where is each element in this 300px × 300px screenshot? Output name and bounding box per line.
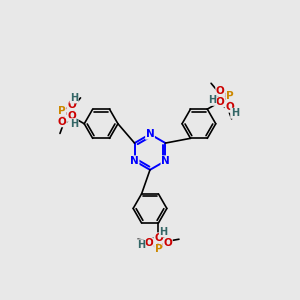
Text: O: O (225, 102, 234, 112)
Text: O: O (164, 238, 172, 248)
Text: O: O (154, 233, 163, 243)
Text: P: P (58, 106, 66, 116)
Text: H: H (70, 93, 78, 103)
Text: O: O (67, 111, 76, 121)
Text: H: H (137, 240, 145, 250)
Text: O: O (58, 117, 66, 127)
Text: O: O (216, 86, 225, 96)
Text: O: O (145, 238, 153, 248)
Text: H: H (231, 108, 239, 118)
Text: N: N (146, 129, 154, 139)
Text: O: O (67, 100, 76, 110)
Text: P: P (226, 91, 233, 101)
Text: N: N (161, 156, 170, 166)
Text: N: N (130, 156, 139, 166)
Text: H: H (160, 227, 168, 237)
Text: P: P (154, 244, 162, 254)
Text: H: H (70, 119, 78, 129)
Text: H: H (208, 95, 217, 105)
Text: O: O (216, 97, 225, 107)
